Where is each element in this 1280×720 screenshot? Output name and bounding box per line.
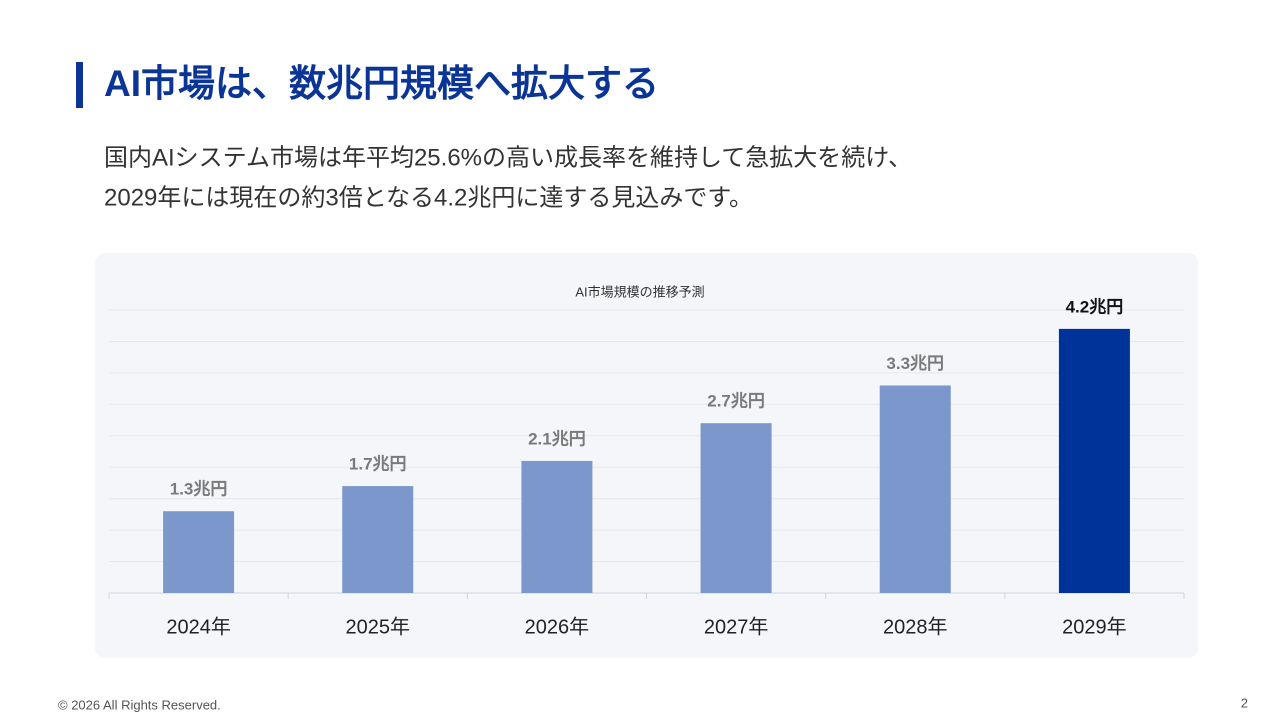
lead-text: 2029年には現在の約3倍となる4.2兆円に達する見込みです。 (104, 184, 753, 211)
bar (521, 460, 593, 593)
bar (879, 385, 951, 593)
bar (700, 423, 772, 593)
value-label: 4.2兆円 (1066, 297, 1124, 316)
x-tick-label: 2028年 (883, 615, 948, 638)
x-tick-label: 2025年 (346, 615, 411, 638)
slide-title: AI市場は、数兆円規模へ拡大する (104, 63, 659, 104)
bar (1058, 328, 1130, 593)
value-label: 3.3兆円 (886, 354, 944, 373)
title-accent (76, 62, 83, 108)
value-label: 1.7兆円 (349, 455, 407, 474)
bar (163, 511, 235, 593)
page-number: 2 (1241, 695, 1248, 710)
x-tick-label: 2029年 (1062, 615, 1127, 638)
value-label: 2.7兆円 (707, 392, 765, 411)
x-tick-label: 2027年 (704, 615, 769, 638)
value-label: 2.1兆円 (528, 429, 586, 448)
value-label: 1.3兆円 (170, 480, 228, 499)
bar (342, 486, 414, 593)
x-tick-label: 2026年 (525, 615, 590, 638)
chart-title: AI市場規模の推移予測 (575, 284, 704, 299)
copyright: © 2026 All Rights Reserved. (58, 697, 221, 712)
x-tick-label: 2024年 (166, 615, 231, 638)
lead-text: 国内AIシステム市場は年平均25.6%の高い成長率を維持して急拡大を続け、 (104, 144, 912, 171)
